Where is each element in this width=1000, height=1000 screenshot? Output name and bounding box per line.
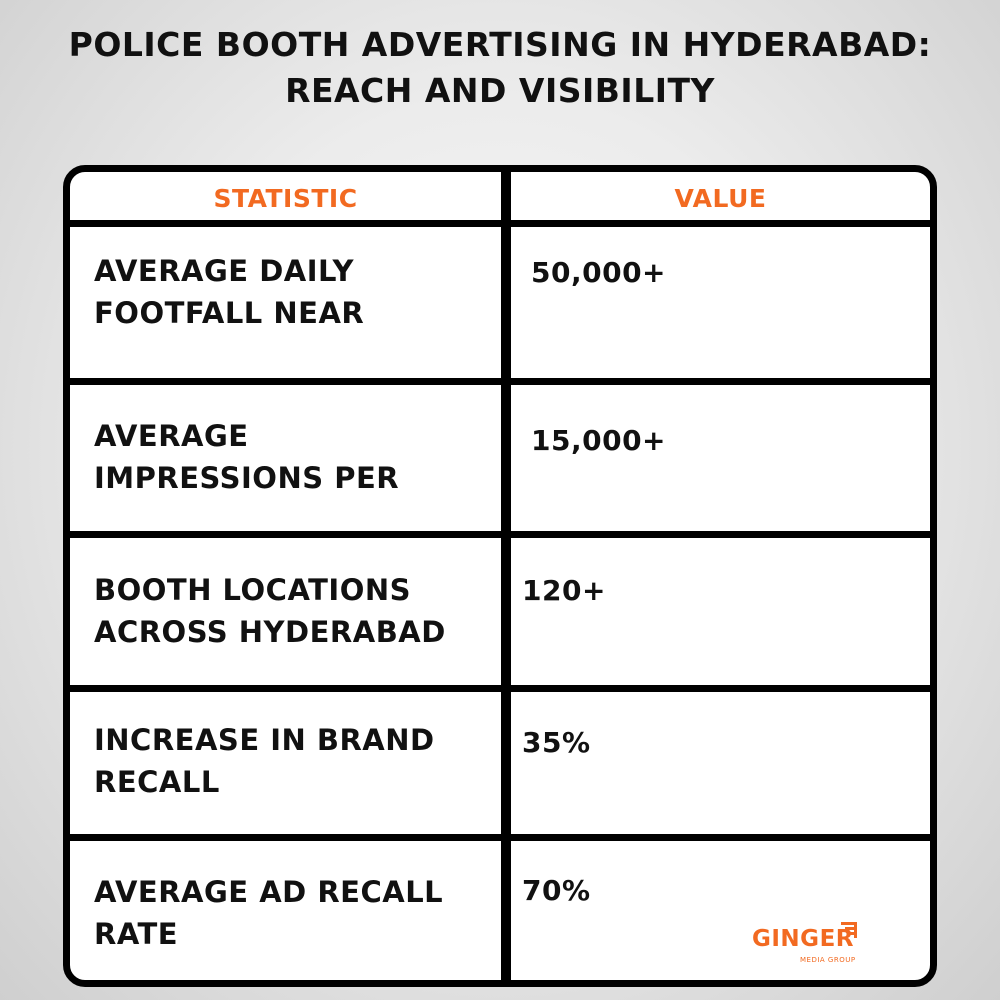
header-value: VALUE <box>674 184 767 213</box>
table-row-value: 120+ <box>522 574 606 607</box>
row-divider <box>70 834 930 841</box>
table-row-value: 15,000+ <box>531 424 667 457</box>
row-divider <box>70 685 930 692</box>
statistics-table: STATISTIC VALUE AVERAGE DAILY FOOTFALL N… <box>63 165 937 987</box>
ginger-media-logo: GINGER MEDIA GROUP <box>752 920 862 970</box>
row-divider <box>70 531 930 538</box>
table-row-stat: AVERAGE IMPRESSIONS PER <box>94 419 400 495</box>
page-title-line2: REACH AND VISIBILITY <box>285 71 715 110</box>
header-statistic: STATISTIC <box>213 184 358 213</box>
table-row-value: 50,000+ <box>531 256 667 289</box>
table-row-value: 35% <box>522 726 591 759</box>
page-title: POLICE BOOTH ADVERTISING IN HYDERABAD: R… <box>0 22 1000 114</box>
column-divider <box>501 172 511 980</box>
table-row-value: 70% <box>522 874 591 907</box>
table-row-stat: AVERAGE AD RECALL RATE <box>94 875 444 951</box>
row-divider <box>70 378 930 385</box>
page-title-line1: POLICE BOOTH ADVERTISING IN HYDERABAD: <box>68 25 932 64</box>
logo-subtitle: MEDIA GROUP <box>800 956 856 964</box>
row-divider <box>70 220 930 227</box>
logo-wordmark: GINGER <box>752 926 854 952</box>
table-row-stat: BOOTH LOCATIONS ACROSS HYDERABAD <box>94 573 446 649</box>
table-row-stat: INCREASE IN BRAND RECALL <box>94 723 435 799</box>
table-row-stat: AVERAGE DAILY FOOTFALL NEAR <box>94 254 365 330</box>
signal-bars-icon <box>841 922 857 938</box>
